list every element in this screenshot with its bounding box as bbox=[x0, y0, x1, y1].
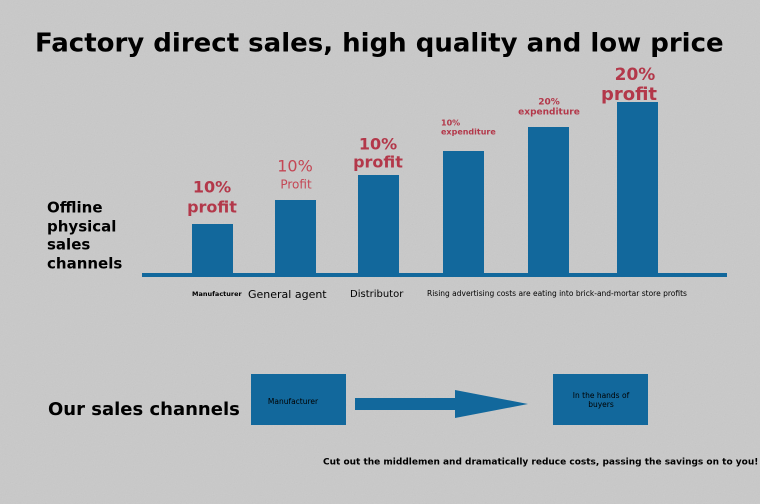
bar-label: 20% bbox=[538, 98, 560, 108]
category-label: Rising advertising costs are eating into… bbox=[427, 289, 687, 298]
box bbox=[553, 374, 648, 425]
bar bbox=[443, 151, 484, 275]
box-label: In the hands of bbox=[573, 391, 630, 400]
bar-label: 10% bbox=[193, 178, 231, 197]
bar-label: Profit bbox=[280, 178, 312, 192]
offline-label: Offline physical sales channels bbox=[47, 199, 122, 273]
bar-label: expenditure bbox=[441, 128, 496, 137]
bar-label: profit bbox=[187, 198, 237, 217]
bar bbox=[528, 127, 569, 275]
bar-label: 10% bbox=[441, 119, 460, 128]
category-label: Manufacturer bbox=[192, 290, 243, 298]
label-line: Offline bbox=[47, 199, 103, 217]
bar-label: profit bbox=[601, 84, 657, 105]
bar bbox=[358, 175, 399, 275]
category-label: Distributor bbox=[350, 289, 404, 300]
category-label: General agent bbox=[248, 288, 327, 301]
bar-label: expenditure bbox=[518, 108, 580, 118]
label-line: physical bbox=[47, 218, 116, 236]
box-label: buyers bbox=[588, 400, 614, 409]
bar-label: 10% bbox=[277, 157, 313, 176]
box bbox=[251, 374, 346, 425]
bar bbox=[275, 200, 316, 275]
footer: Cut out the middlemen and dramatically r… bbox=[323, 458, 758, 468]
baseline bbox=[142, 273, 727, 277]
bar-label: 20% bbox=[615, 65, 656, 85]
label-line: channels bbox=[47, 255, 122, 273]
label-line: sales bbox=[47, 236, 90, 254]
bar bbox=[617, 102, 658, 275]
bar bbox=[192, 224, 233, 275]
bar-label: profit bbox=[353, 153, 403, 172]
arrow bbox=[355, 390, 528, 418]
box-label: Manufacturer bbox=[268, 397, 319, 406]
bar-label: 10% bbox=[359, 135, 397, 154]
title: Factory direct sales, high quality and l… bbox=[35, 29, 724, 59]
our-channels-label: Our sales channels bbox=[48, 399, 240, 420]
